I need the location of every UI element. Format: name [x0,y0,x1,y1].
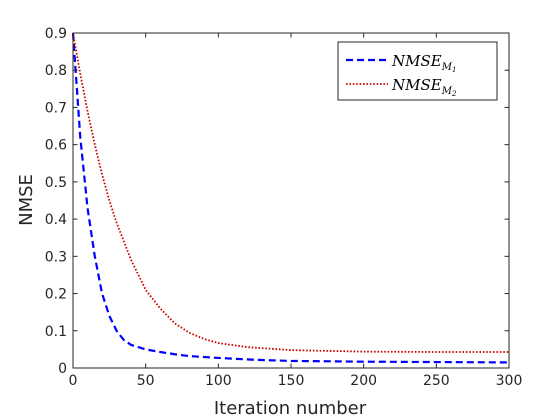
x-tick-label: 200 [350,373,377,389]
y-axis-label: NMSE [16,174,37,226]
y-tick-label: 0.3 [45,249,67,265]
legend-label-1: NMSEM1 [391,52,456,74]
y-tick-label: 0.2 [45,287,67,303]
x-tick-label: 250 [423,373,450,389]
series-line-1 [71,32,510,364]
y-tick-label: 0.4 [45,212,67,228]
series-layer [71,32,510,364]
axes-layer: 0 50 100 150 200 250 300 0 0.1 0.2 0.3 0.4 0.5 0.6 0.7… [45,26,523,389]
legend-label-2: NMSEM2 [391,76,457,98]
x-tick-label: 0 [69,373,78,389]
y-tick-label: 0.6 [45,138,67,154]
x-tick-label: 300 [496,373,523,389]
y-tick-label: 0.1 [45,324,67,340]
legend-box [337,41,498,101]
y-tick-label: 0.9 [45,26,67,42]
y-tick-label: 0.5 [45,175,67,191]
y-tick-label: 0 [58,361,67,377]
y-tick-label: 0.8 [45,63,67,79]
series-line-2 [72,32,509,353]
x-axis-label: Iteration number [214,398,367,419]
y-tick-label: 0.7 [45,100,67,116]
x-tick-label: 150 [278,373,305,389]
x-tick-label: 100 [205,373,232,389]
x-tick-label: 50 [137,373,155,389]
